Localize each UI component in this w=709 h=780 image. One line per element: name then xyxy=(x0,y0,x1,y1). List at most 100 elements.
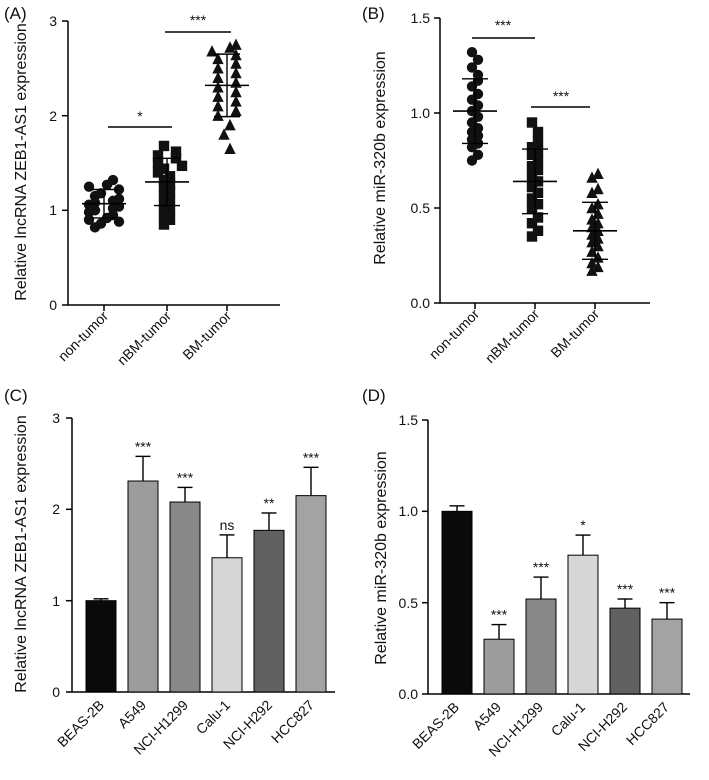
sig-label-a-2: *** xyxy=(190,12,207,28)
significance-label: *** xyxy=(177,469,194,485)
data-point-nBM-tumor xyxy=(158,190,170,202)
panel-a-points xyxy=(82,38,249,233)
bar-nci-h292 xyxy=(609,607,641,695)
bar-calu-1 xyxy=(567,554,599,695)
data-point-BM-tumor xyxy=(212,90,224,102)
panel-b-y-axis-label: Relative miR-320b expression xyxy=(372,51,389,264)
data-point-nBM-tumor xyxy=(152,157,164,169)
data-point-non-tumor xyxy=(466,62,478,73)
data-point-BM-tumor xyxy=(224,142,236,154)
data-point-BM-tumor xyxy=(592,198,604,210)
data-point-nBM-tumor xyxy=(164,195,176,207)
data-point-BM-tumor xyxy=(218,128,230,140)
bar-nci-h292 xyxy=(253,529,285,693)
significance-label: * xyxy=(580,517,586,533)
panel-c-x-tick: Calu-1 xyxy=(193,697,234,738)
data-point-non-tumor xyxy=(83,214,95,225)
data-point-BM-tumor xyxy=(586,186,598,198)
panel-d-x-tick: BEAS-2B xyxy=(409,699,462,752)
panel-c-y-tick: 1 xyxy=(52,593,60,609)
data-point-BM-tumor xyxy=(230,95,242,107)
bar-a549 xyxy=(483,638,515,695)
panel-b: (B) Relative miR-320b expression 0.0 0.5… xyxy=(362,4,650,366)
data-point-non-tumor xyxy=(113,184,125,195)
data-point-nBM-tumor xyxy=(176,160,188,172)
data-point-nBM-tumor xyxy=(158,219,170,230)
panel-a-x-tick-bm-tumor: BM-tumor xyxy=(179,308,234,363)
panel-b-x-tick-nbm-tumor: nBM-tumor xyxy=(482,306,543,367)
panel-d-x-tick: Calu-1 xyxy=(548,699,589,740)
data-point-nBM-tumor xyxy=(526,149,538,160)
data-point-nBM-tumor xyxy=(164,214,176,225)
panel-b-y-tick: 1.5 xyxy=(411,10,431,26)
significance-label: *** xyxy=(659,585,676,601)
panel-c-bars: ******ns***** xyxy=(85,438,327,693)
data-point-nBM-tumor xyxy=(532,136,544,147)
panel-c: (C) Relative lncRNA ZEB1-AS1 expression … xyxy=(4,386,335,758)
data-point-BM-tumor xyxy=(230,38,242,50)
panel-c-y-tick: 0 xyxy=(52,684,60,700)
panel-d-y-tick: 1.5 xyxy=(399,412,419,428)
bar-calu-1 xyxy=(211,557,243,693)
panel-d: (D) Relative miR-320b expression 0.0 0.5… xyxy=(362,386,690,760)
panel-d-y-tick: 0.5 xyxy=(399,595,419,611)
panel-b-y-tick: 0.0 xyxy=(411,295,431,311)
data-point-BM-tumor xyxy=(230,85,242,98)
data-point-nBM-tumor xyxy=(526,218,538,229)
panel-b-y-tick: 1.0 xyxy=(411,105,431,121)
data-point-BM-tumor xyxy=(592,260,604,273)
panel-b-x-axis: non-tumor nBM-tumor BM-tumor xyxy=(426,302,650,367)
data-point-nBM-tumor xyxy=(164,186,176,197)
data-point-BM-tumor xyxy=(230,66,242,79)
sig-label-b-1: *** xyxy=(495,17,512,33)
panel-b-points xyxy=(453,47,617,276)
panel-d-y-axis: 0.0 0.5 1.0 1.5 xyxy=(399,412,429,702)
significance-label: *** xyxy=(303,449,320,465)
panel-a-y-axis: 0 1 2 3 xyxy=(49,13,69,313)
data-point-BM-tumor xyxy=(586,256,598,269)
data-point-non-tumor xyxy=(472,149,484,160)
panel-b-significance: *** *** xyxy=(472,17,590,108)
data-point-nBM-tumor xyxy=(164,171,176,182)
data-point-nBM-tumor xyxy=(152,150,164,161)
panel-c-y-tick: 3 xyxy=(52,410,60,426)
significance-label: *** xyxy=(533,559,550,575)
data-point-non-tumor xyxy=(466,47,478,58)
bar-hcc827 xyxy=(651,618,683,695)
data-point-nBM-tumor xyxy=(532,225,544,236)
significance-label: *** xyxy=(617,581,634,597)
bar-a549 xyxy=(127,480,159,693)
data-point-nBM-tumor xyxy=(526,142,538,153)
data-point-nBM-tumor xyxy=(164,178,176,190)
data-point-nBM-tumor xyxy=(532,212,544,223)
data-point-nBM-tumor xyxy=(158,174,170,186)
data-point-nBM-tumor xyxy=(158,209,170,221)
panel-c-x-axis: BEAS-2B A549 NCI-H1299 Calu-1 NCI-H292 H… xyxy=(54,691,335,758)
data-point-nBM-tumor xyxy=(158,140,170,152)
data-point-non-tumor xyxy=(113,193,125,205)
data-point-BM-tumor xyxy=(212,109,224,121)
data-point-BM-tumor xyxy=(586,171,598,183)
panel-b-x-tick-bm-tumor: BM-tumor xyxy=(547,306,602,361)
data-point-nBM-tumor xyxy=(170,146,182,157)
panel-c-x-tick: BEAS-2B xyxy=(54,697,107,750)
data-point-BM-tumor xyxy=(224,118,236,131)
significance-label: ** xyxy=(264,495,275,511)
significance-label: ns xyxy=(220,517,235,533)
data-point-nBM-tumor xyxy=(532,164,544,176)
data-point-BM-tumor xyxy=(230,104,242,117)
panel-d-x-tick: A549 xyxy=(470,699,505,734)
data-point-BM-tumor xyxy=(212,81,224,93)
significance-label: *** xyxy=(491,607,508,623)
data-point-nBM-tumor xyxy=(158,182,170,193)
data-point-nBM-tumor xyxy=(526,231,538,242)
bar-beas-2b xyxy=(441,510,473,695)
panel-d-bars: ********** *** xyxy=(441,505,683,695)
data-point-nBM-tumor xyxy=(532,126,544,138)
data-point-nBM-tumor xyxy=(526,193,538,204)
data-point-nBM-tumor xyxy=(532,155,544,166)
data-point-nBM-tumor xyxy=(526,170,538,181)
data-point-nBM-tumor xyxy=(532,145,544,157)
data-point-nBM-tumor xyxy=(526,161,538,172)
panel-a-significance: * *** xyxy=(108,12,231,128)
